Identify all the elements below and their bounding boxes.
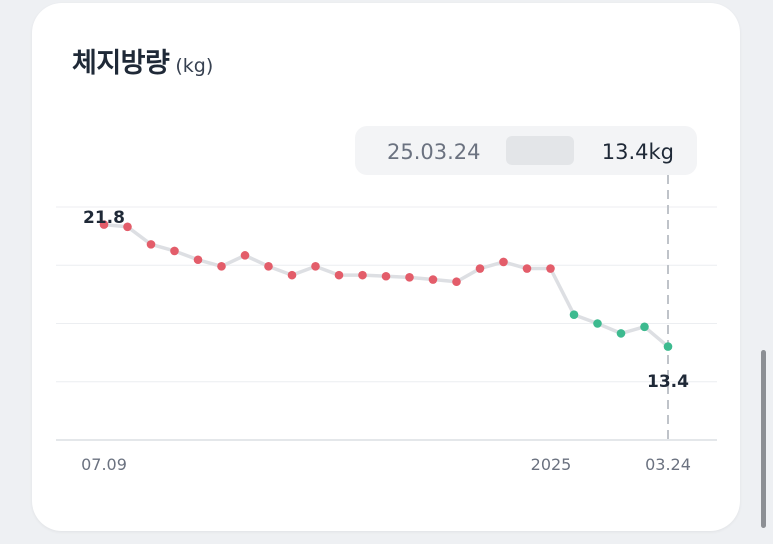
data-point[interactable] bbox=[452, 277, 461, 287]
data-point[interactable] bbox=[240, 251, 250, 260]
data-point[interactable] bbox=[640, 322, 649, 332]
data-point[interactable] bbox=[381, 271, 391, 281]
data-point[interactable] bbox=[123, 222, 132, 232]
data-point[interactable] bbox=[428, 275, 438, 284]
tooltip-blurred-region bbox=[506, 136, 574, 165]
data-point[interactable] bbox=[264, 262, 273, 271]
data-point[interactable] bbox=[569, 310, 579, 320]
data-point[interactable] bbox=[405, 273, 414, 282]
x-axis-ticks: 07.09 2025 03.24 bbox=[81, 455, 691, 474]
data-point[interactable] bbox=[99, 220, 109, 229]
tooltip-value: 13.4kg bbox=[602, 140, 674, 164]
card-title: 체지방량 (kg) bbox=[72, 41, 213, 80]
x-tick-label-end: 03.24 bbox=[645, 455, 691, 474]
body-fat-card: 체지방량 (kg) bbox=[32, 3, 740, 531]
x-tick-label-start: 07.09 bbox=[81, 455, 127, 474]
data-point[interactable] bbox=[170, 246, 179, 256]
data-point[interactable] bbox=[334, 270, 344, 280]
data-point[interactable] bbox=[546, 264, 555, 273]
data-point[interactable] bbox=[663, 342, 673, 351]
data-point[interactable] bbox=[499, 257, 508, 267]
data-point[interactable] bbox=[146, 240, 156, 249]
last-value-label: 13.4 bbox=[647, 372, 689, 392]
series-line bbox=[102, 222, 670, 349]
data-point[interactable] bbox=[358, 270, 367, 280]
data-point[interactable] bbox=[475, 264, 485, 273]
chart-gridlines bbox=[56, 206, 717, 441]
x-tick-label-year: 2025 bbox=[531, 455, 572, 474]
data-point[interactable] bbox=[593, 319, 602, 328]
data-point[interactable] bbox=[217, 262, 226, 271]
value-tooltip: 25.03.24 13.4kg bbox=[355, 126, 697, 175]
card-title-text: 체지방량 bbox=[72, 48, 170, 79]
vertical-scrollbar[interactable] bbox=[761, 350, 766, 528]
tooltip-date: 25.03.24 bbox=[387, 140, 481, 164]
chart-series-line bbox=[102, 222, 670, 349]
chart-points bbox=[99, 220, 673, 351]
data-point[interactable] bbox=[522, 264, 532, 273]
data-point[interactable] bbox=[193, 255, 203, 265]
data-point[interactable] bbox=[616, 329, 626, 338]
card-title-unit: (kg) bbox=[175, 55, 214, 77]
chart-value-labels: 21.8 13.4 bbox=[83, 208, 689, 392]
data-point[interactable] bbox=[311, 262, 320, 271]
data-point[interactable] bbox=[287, 270, 297, 280]
first-value-label: 21.8 bbox=[83, 208, 125, 228]
